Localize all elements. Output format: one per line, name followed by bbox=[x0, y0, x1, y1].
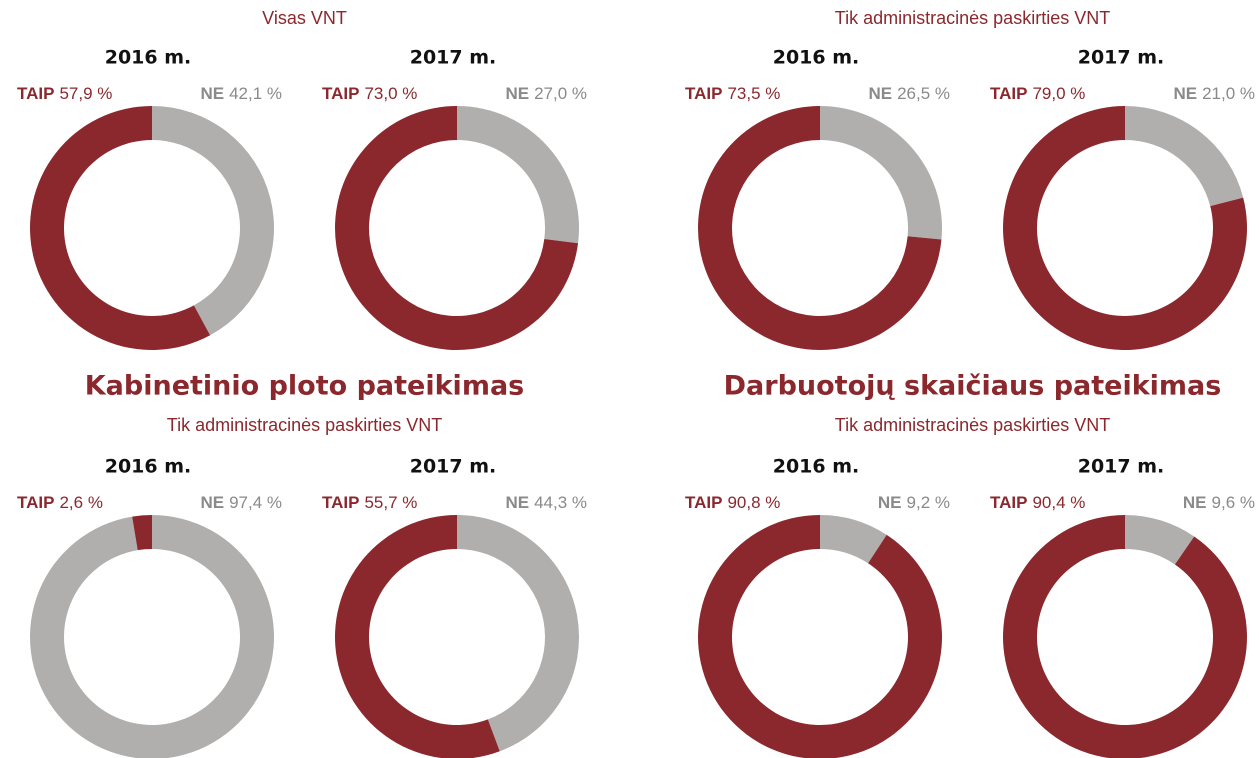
legend-label: TAIP 79,0 % bbox=[990, 84, 1085, 103]
legend-label: NE 42,1 % bbox=[200, 84, 282, 103]
donut-segment bbox=[1125, 515, 1195, 565]
legend-name: TAIP bbox=[685, 84, 722, 103]
legend-name: NE bbox=[200, 493, 224, 512]
legend-name: NE bbox=[505, 493, 529, 512]
legend-label: TAIP 55,7 % bbox=[322, 493, 417, 512]
legend-label: NE 26,5 % bbox=[868, 84, 950, 103]
legend-name: TAIP bbox=[17, 493, 54, 512]
legend-name: TAIP bbox=[17, 84, 54, 103]
legend-name: TAIP bbox=[990, 493, 1027, 512]
group-title: Darbuotojų skaičiaus pateikimas bbox=[724, 371, 1222, 402]
legend-name: TAIP bbox=[322, 84, 359, 103]
value-label: 44,3 % bbox=[534, 493, 587, 512]
chart-title: 2016 m. bbox=[105, 456, 192, 478]
donut-segment bbox=[29, 106, 211, 351]
value-label: 90,8 % bbox=[727, 493, 780, 512]
donut-segment bbox=[820, 106, 942, 240]
chart-title: 2016 m. bbox=[773, 47, 860, 69]
legend-name: NE bbox=[878, 493, 902, 512]
value-label: 27,0 % bbox=[534, 84, 587, 103]
legend-label: TAIP 90,4 % bbox=[990, 493, 1085, 512]
chart-title: 2017 m. bbox=[1078, 47, 1165, 69]
donut-segment bbox=[698, 515, 942, 758]
legend-name: NE bbox=[1173, 84, 1197, 103]
chart-title: 2017 m. bbox=[410, 456, 497, 478]
legend-name: NE bbox=[505, 84, 529, 103]
legend-label: TAIP 90,8 % bbox=[685, 493, 780, 512]
donut-segment bbox=[457, 106, 579, 244]
group-subtitle: Tik administracinės paskirties VNT bbox=[835, 8, 1110, 28]
donut-segment bbox=[1003, 515, 1248, 758]
legend-name: NE bbox=[200, 84, 224, 103]
legend-label: TAIP 73,5 % bbox=[685, 84, 780, 103]
donut-segment bbox=[335, 515, 500, 758]
legend-label: TAIP 57,9 % bbox=[17, 84, 112, 103]
value-label: 21,0 % bbox=[1202, 84, 1255, 103]
chart-title: 2017 m. bbox=[1078, 456, 1165, 478]
legend-name: NE bbox=[1183, 493, 1207, 512]
value-label: 2,6 % bbox=[59, 493, 102, 512]
legend-name: TAIP bbox=[322, 493, 359, 512]
group-title: Kabinetinio ploto pateikimas bbox=[85, 371, 525, 402]
value-label: 73,5 % bbox=[727, 84, 780, 103]
legend-label: NE 97,4 % bbox=[200, 493, 282, 512]
group-subtitle: Tik administracinės paskirties VNT bbox=[167, 415, 442, 435]
legend-label: NE 9,2 % bbox=[878, 493, 950, 512]
legend-name: NE bbox=[868, 84, 892, 103]
value-label: 9,6 % bbox=[1212, 493, 1255, 512]
donut-segment bbox=[820, 515, 887, 564]
legend-label: NE 27,0 % bbox=[505, 84, 587, 103]
value-label: 57,9 % bbox=[59, 84, 112, 103]
value-label: 55,7 % bbox=[364, 493, 417, 512]
chart-title: 2017 m. bbox=[410, 47, 497, 69]
donut-segment bbox=[1125, 106, 1244, 207]
donut-segment bbox=[152, 106, 274, 336]
legend-label: TAIP 2,6 % bbox=[17, 493, 103, 512]
chart-title: 2016 m. bbox=[773, 456, 860, 478]
value-label: 90,4 % bbox=[1032, 493, 1085, 512]
donut-segment bbox=[30, 515, 274, 758]
group-subtitle: Tik administracinės paskirties VNT bbox=[835, 415, 1110, 435]
legend-label: NE 9,6 % bbox=[1183, 493, 1255, 512]
donut-segment bbox=[132, 515, 152, 551]
legend-label: NE 21,0 % bbox=[1173, 84, 1255, 103]
value-label: 9,2 % bbox=[907, 493, 950, 512]
value-label: 79,0 % bbox=[1032, 84, 1085, 103]
legend-label: TAIP 73,0 % bbox=[322, 84, 417, 103]
value-label: 73,0 % bbox=[364, 84, 417, 103]
legend-label: NE 44,3 % bbox=[505, 493, 587, 512]
value-label: 42,1 % bbox=[229, 84, 282, 103]
value-label: 97,4 % bbox=[229, 493, 282, 512]
legend-name: TAIP bbox=[990, 84, 1027, 103]
chart-title: 2016 m. bbox=[105, 47, 192, 69]
value-label: 26,5 % bbox=[897, 84, 950, 103]
group-subtitle: Visas VNT bbox=[262, 8, 347, 28]
legend-name: TAIP bbox=[685, 493, 722, 512]
donut-segment bbox=[457, 515, 580, 752]
